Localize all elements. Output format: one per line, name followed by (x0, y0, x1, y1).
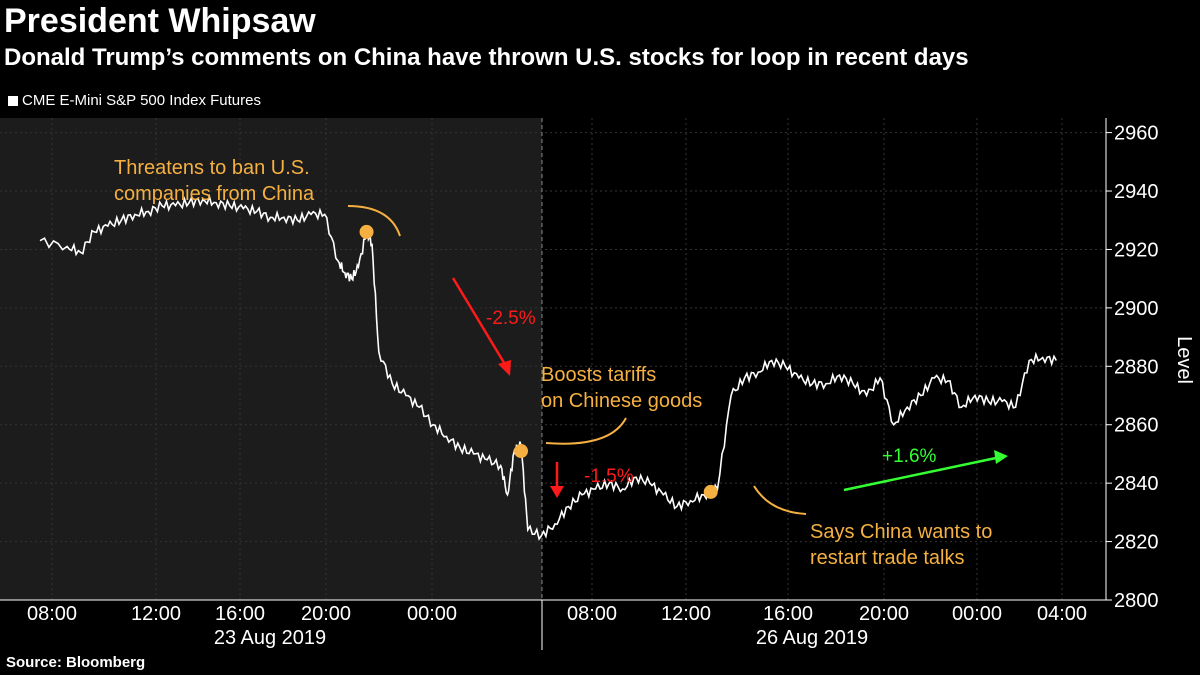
y-tick-label: 2940 (1114, 181, 1159, 203)
drop-arrow-2 (550, 462, 564, 498)
legend-swatch (8, 95, 18, 106)
x-tick-label: 12:00 (661, 603, 711, 625)
annotation-talks-line1: Says China wants to (810, 521, 992, 543)
x-tick-label: 16:00 (215, 603, 265, 625)
annotation-dot-talks (703, 484, 718, 499)
legend: CME E-Mini S&P 500 Index Futures (8, 92, 261, 109)
series-line (39, 193, 1058, 541)
change-label-1: -2.5% (486, 308, 536, 329)
y-tick-label: 2860 (1114, 415, 1159, 437)
annotation-ban-line1: Threatens to ban U.S. (114, 157, 310, 179)
x-tick-label: 20:00 (859, 603, 909, 625)
y-tick-label: 2960 (1114, 123, 1159, 145)
chart-title: President Whipsaw (4, 2, 316, 40)
change-label-2: -1.5% (584, 466, 634, 487)
date-label-23aug: 23 Aug 2019 (214, 627, 326, 649)
y-axis-label: Level (1173, 336, 1195, 384)
annotation-talks-line2: restart trade talks (810, 547, 965, 569)
y-tick-label: 2840 (1114, 473, 1159, 495)
x-tick-label: 20:00 (301, 603, 351, 625)
y-tick-label: 2920 (1114, 239, 1159, 261)
annotation-talks: Says China wants to restart trade talks (703, 484, 992, 569)
y-tick-label: 2880 (1114, 356, 1159, 378)
x-tick-label: 04:00 (1037, 603, 1087, 625)
weekday-shade (0, 118, 542, 600)
annotation-dot-tariffs (514, 444, 529, 459)
annotation-tariffs-line1: Boosts tariffs (541, 364, 656, 386)
x-tick-label: 08:00 (567, 603, 617, 625)
x-tick-label: 00:00 (407, 603, 457, 625)
y-tick-label: 2900 (1114, 298, 1159, 320)
x-tick-label: 00:00 (952, 603, 1002, 625)
chart-subtitle: Donald Trump’s comments on China have th… (4, 44, 969, 71)
x-tick-label: 08:00 (27, 603, 77, 625)
change-label-3: +1.6% (882, 446, 937, 467)
source-note: Source: Bloomberg (6, 654, 146, 671)
x-tick-label: 16:00 (763, 603, 813, 625)
y-tick-label: 2820 (1114, 532, 1159, 554)
annotation-tariffs: Boosts tariffs on Chinese goods (514, 364, 702, 459)
annotation-ban: Threatens to ban U.S. companies from Chi… (114, 157, 401, 239)
x-tick-label: 12:00 (131, 603, 181, 625)
rise-arrow (843, 450, 1008, 492)
legend-label: CME E-Mini S&P 500 Index Futures (22, 92, 261, 109)
y-tick-label: 2800 (1114, 590, 1159, 612)
date-label-26aug: 26 Aug 2019 (756, 627, 868, 649)
annotation-dot-ban (359, 224, 374, 239)
annotation-tariffs-line2: on Chinese goods (541, 390, 702, 412)
drop-arrow-1 (451, 277, 511, 376)
annotation-ban-line2: companies from China (114, 183, 315, 205)
